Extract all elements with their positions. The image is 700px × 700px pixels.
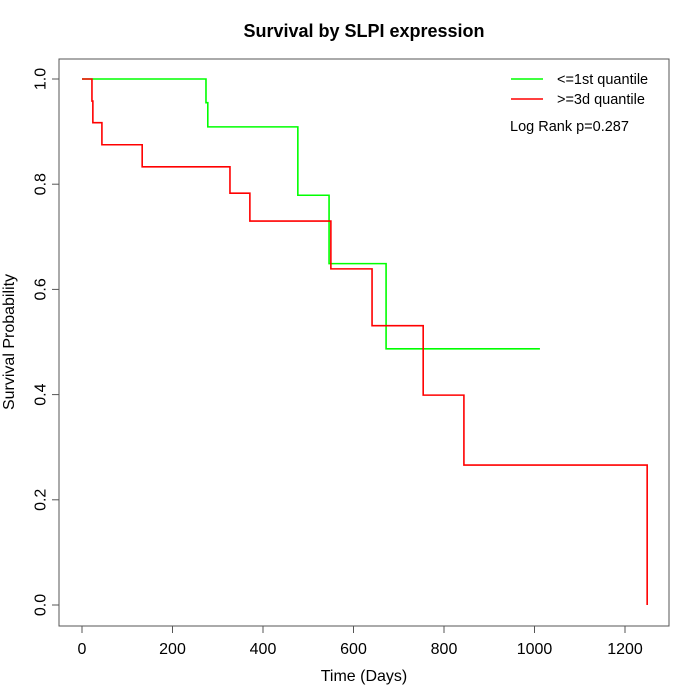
y-tick-label: 0.8 <box>33 173 50 195</box>
y-tick-label: 0.2 <box>33 489 50 511</box>
legend: <=1st quantile >=3d quantile <box>511 72 648 108</box>
x-tick-label: 600 <box>340 641 367 658</box>
y-tick-label: 0.6 <box>33 278 50 300</box>
chart-title: Survival by SLPI expression <box>243 21 484 41</box>
plot-frame <box>58 58 670 627</box>
axes: 0 200 400 600 800 1000 1200 0.0 0.2 0.4 0.6 0.8 1.0 <box>33 68 643 658</box>
y-tick-label: 0.4 <box>33 383 50 405</box>
x-tick-label: 400 <box>250 641 277 658</box>
x-tick-label: 1200 <box>607 641 643 658</box>
x-tick-label: 1000 <box>517 641 553 658</box>
x-tick-label: 800 <box>431 641 458 658</box>
y-tick-label: 1.0 <box>33 68 50 90</box>
x-axis-label: Time (Days) <box>321 668 408 685</box>
log-rank-annotation: Log Rank p=0.287 <box>510 119 629 135</box>
y-axis-label: Survival Probability <box>1 274 18 410</box>
survival-curve-low <box>82 78 540 350</box>
x-tick-label: 0 <box>78 641 87 658</box>
legend-label: >=3d quantile <box>557 92 645 108</box>
survival-curve-high <box>82 78 648 605</box>
x-tick-label: 200 <box>159 641 186 658</box>
legend-label: <=1st quantile <box>557 72 648 88</box>
survival-curves <box>82 78 648 605</box>
y-tick-label: 0.0 <box>33 594 50 616</box>
